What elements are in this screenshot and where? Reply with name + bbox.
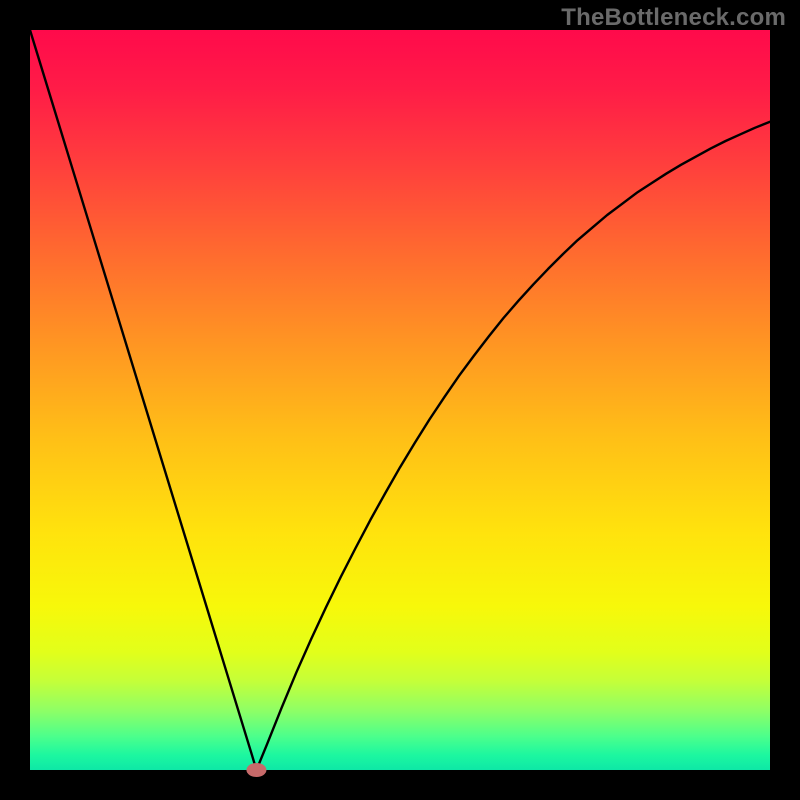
optimal-point-marker [246, 763, 266, 777]
watermark: TheBottleneck.com [561, 4, 786, 32]
plot-background [30, 30, 770, 770]
chart-container: TheBottleneck.com [0, 0, 800, 800]
bottleneck-chart [0, 0, 800, 800]
